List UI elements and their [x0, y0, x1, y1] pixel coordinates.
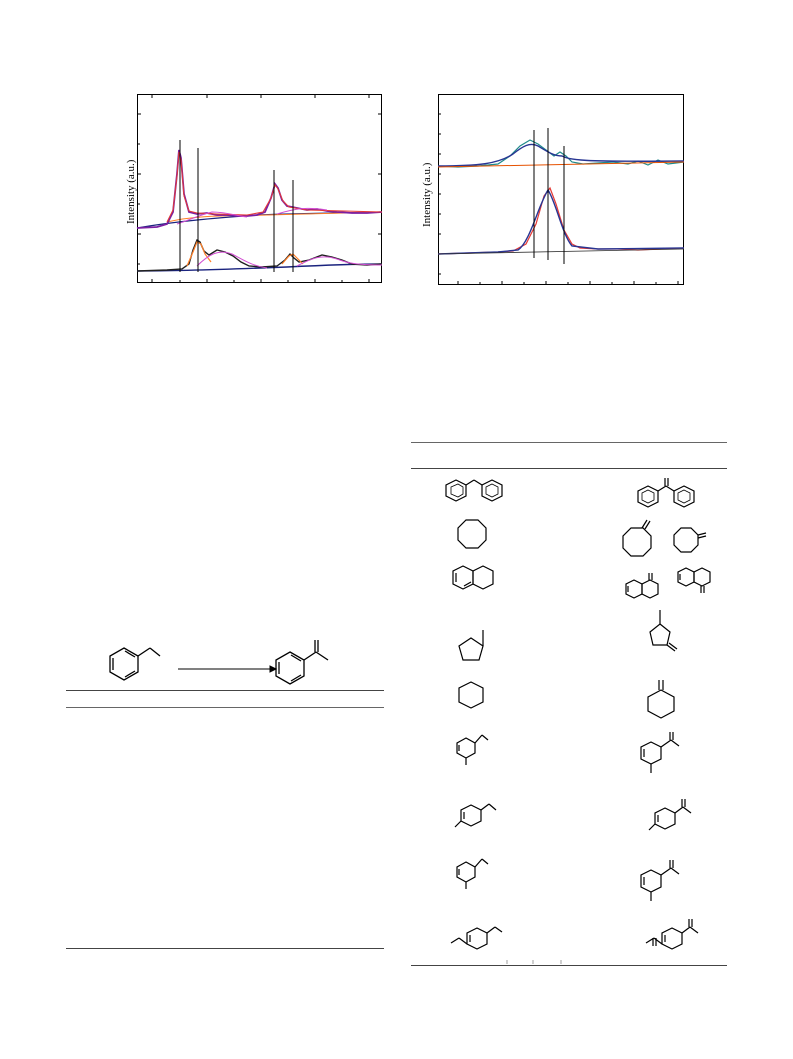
cyclooctane-structure [457, 519, 487, 549]
right-table-bottom-rule [411, 965, 727, 966]
diphenylmethane-structure [445, 479, 503, 502]
left-x-ticks [151, 94, 370, 283]
right-peak-guide-lines [533, 128, 565, 264]
methylcyclopentane-structure [458, 630, 484, 661]
left-y-ticks [137, 113, 382, 265]
methylcyclopentanone-structure [649, 610, 678, 652]
2-methylacetophenone-structure [640, 860, 680, 901]
right-lower-background [437, 248, 685, 255]
3-methylethylbenzene-structure [456, 734, 489, 765]
reaction-scheme [109, 640, 329, 685]
tetralin-structure [452, 565, 494, 590]
tetralone-structure [625, 567, 711, 599]
cyclohexane-structure [458, 681, 484, 709]
left-figure-ylabel: Intensity (a.u.) [125, 159, 137, 224]
right-y-ticks [438, 113, 441, 275]
left-table-header-rule [66, 707, 384, 708]
4-methylethylbenzene-structure [454, 803, 497, 828]
left-spectrum-figure [136, 94, 383, 283]
left-upper-data [136, 149, 383, 229]
right-table-top-rule [411, 442, 727, 443]
left-peak-guide-lines [179, 140, 294, 272]
right-table-header-rule [411, 468, 727, 469]
ethylbenzene-structure [109, 647, 161, 681]
right-table-column-ticks [506, 960, 562, 964]
2-methylethylbenzene-structure [456, 858, 489, 889]
cyclohexanone-structure [647, 680, 675, 719]
left-lower-fit-pink [196, 251, 383, 269]
left-lower-data [136, 238, 383, 272]
right-x-ticks [457, 281, 679, 285]
right-upper-fit-orange [437, 161, 685, 168]
right-upper-fit-blue [437, 143, 685, 167]
3-methylacetophenone-structure [640, 732, 680, 773]
right-figure-ylabel: Intensity (a.u.) [421, 162, 433, 227]
right-spectrum-figure [437, 94, 685, 285]
diethylbenzene-structure [450, 926, 503, 950]
left-plot-frame [137, 94, 382, 283]
reaction-arrow-icon [178, 665, 278, 673]
4-methylacetophenone-structure [648, 799, 692, 831]
right-lower-fit-blue [437, 188, 685, 255]
acetophenone-structure [275, 640, 329, 685]
cyclooctanone-structure [622, 519, 707, 557]
right-table-structures [445, 478, 711, 964]
left-table-bottom-rule [66, 948, 384, 949]
left-table-top-rule [66, 690, 384, 691]
diacetylbenzene-structure [645, 919, 699, 950]
left-lower-fit-orange [186, 241, 304, 267]
benzophenone-structure [637, 478, 695, 508]
right-plot-frame [438, 94, 684, 285]
left-upper-fit-pink [176, 207, 328, 225]
